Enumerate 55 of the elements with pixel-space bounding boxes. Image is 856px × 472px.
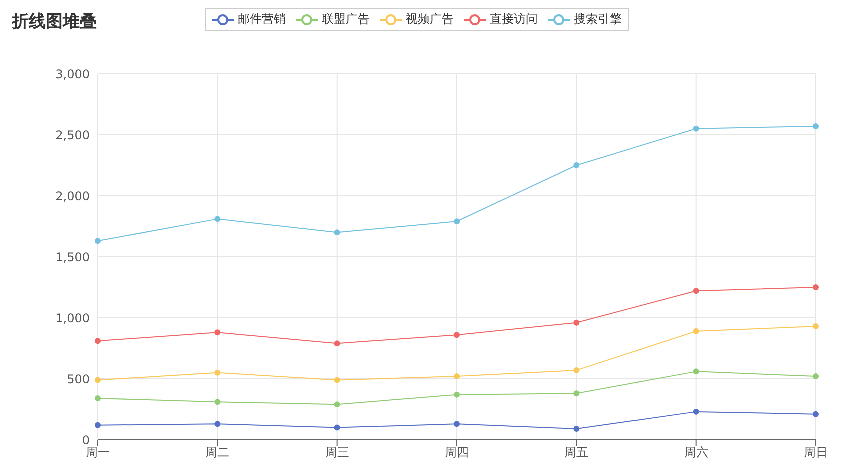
point	[693, 328, 700, 334]
point	[95, 377, 101, 384]
point	[334, 230, 340, 236]
chart-title: 折线图堆叠	[12, 11, 97, 33]
x-tick-label: 周四	[445, 446, 469, 460]
point	[214, 370, 221, 376]
point	[574, 367, 580, 374]
point	[334, 402, 340, 408]
x-tick-label: 周五	[564, 446, 589, 460]
point	[574, 320, 580, 326]
point	[95, 338, 101, 344]
y-tick-label: 0	[82, 433, 90, 448]
point	[454, 374, 460, 380]
y-tick-label: 2,500	[56, 128, 90, 142]
point	[574, 390, 580, 397]
point	[334, 340, 340, 347]
point	[95, 396, 101, 402]
point	[574, 426, 580, 432]
point	[454, 332, 460, 338]
x-tick-label: 周一	[86, 446, 110, 460]
point	[214, 399, 221, 406]
y-tick-label: 500	[67, 372, 90, 386]
point	[693, 288, 700, 294]
point	[693, 368, 700, 375]
point	[813, 411, 819, 418]
point	[334, 377, 340, 384]
x-tick-label: 周日	[804, 446, 828, 460]
x-tick-label: 周六	[684, 446, 708, 460]
point	[454, 392, 460, 398]
point	[574, 162, 580, 168]
point	[454, 218, 460, 225]
y-tick-label: 1,000	[56, 311, 90, 326]
point	[693, 408, 700, 415]
x-tick-label: 周三	[325, 446, 350, 460]
y-tick-label: 2,000	[56, 189, 90, 204]
point	[334, 424, 340, 431]
point	[813, 123, 819, 130]
point	[95, 238, 101, 244]
legend-label: 邮件营销	[238, 11, 286, 28]
point	[454, 421, 460, 428]
legend-label: 联盟广告	[322, 11, 370, 28]
point	[813, 324, 819, 330]
legend-label: 视频广告	[406, 11, 454, 28]
y-tick-label: 1,500	[56, 250, 90, 264]
legend-label: 直接访问	[490, 11, 538, 28]
point	[214, 330, 221, 336]
point	[813, 374, 819, 380]
point	[214, 421, 221, 428]
point	[95, 422, 101, 428]
point	[693, 126, 700, 132]
x-tick-label: 周二	[206, 446, 230, 460]
y-tick-label: 3,000	[56, 67, 90, 82]
legend-label: 搜索引擎	[574, 11, 622, 28]
point	[214, 216, 221, 222]
point	[813, 284, 819, 290]
